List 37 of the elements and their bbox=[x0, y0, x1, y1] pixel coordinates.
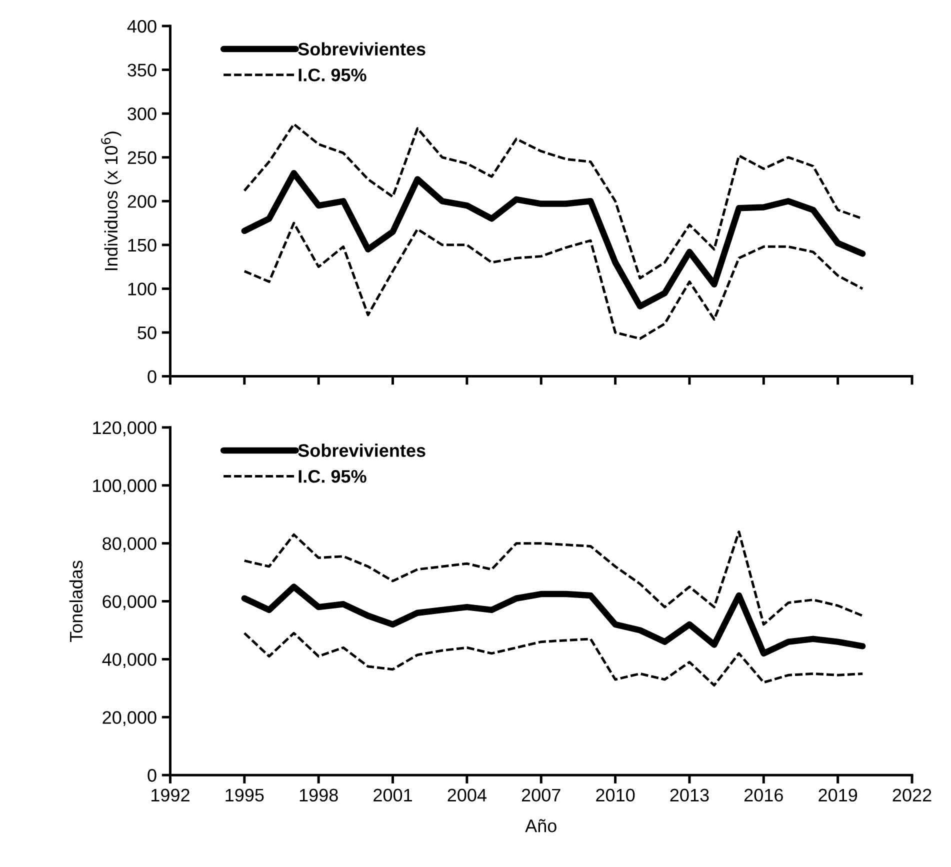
x-tick-label: 1995 bbox=[226, 788, 264, 802]
y-tick-label: 350 bbox=[128, 64, 156, 77]
x-tick-label: 2001 bbox=[374, 788, 412, 802]
legend-label: I.C. 95% bbox=[298, 470, 366, 483]
y-tick-label: 100 bbox=[128, 282, 156, 296]
y-tick-label: 50 bbox=[138, 326, 156, 340]
line-series bbox=[243, 530, 864, 626]
y-axis-title: Individuos (x 10$^{6}$) bbox=[101, 132, 122, 270]
y-tick-label: 0 bbox=[148, 370, 156, 383]
y-tick-label: 150 bbox=[128, 238, 156, 252]
x-tick-label: 2004 bbox=[448, 788, 486, 802]
legend-label: Sobrevivientes bbox=[298, 444, 426, 457]
y-tick-label: 0 bbox=[148, 769, 156, 782]
x-tick-label: 2022 bbox=[892, 788, 932, 802]
y-tick-label: 60,000 bbox=[102, 595, 156, 610]
y-tick-label: 80,000 bbox=[102, 537, 156, 552]
x-tick-label: 1998 bbox=[300, 788, 338, 802]
y-tick-label: 200 bbox=[128, 195, 156, 208]
y-tick-label: 120,000 bbox=[93, 421, 156, 436]
legend-label: Sobrevivientes bbox=[298, 42, 426, 56]
x-tick-label: 2010 bbox=[596, 788, 635, 802]
x-tick-label: 2019 bbox=[818, 788, 858, 802]
x-tick-label: 2013 bbox=[670, 788, 709, 802]
y-tick-label: 400 bbox=[127, 20, 156, 33]
y-axis-title: Toneladas bbox=[69, 560, 83, 642]
y-tick-label: 100,000 bbox=[93, 479, 156, 494]
x-tick-label: 2007 bbox=[522, 788, 560, 802]
line-series bbox=[243, 632, 864, 687]
y-tick-label: 40,000 bbox=[102, 653, 156, 668]
x-tick-label: 2016 bbox=[744, 788, 783, 802]
x-tick-label: 1992 bbox=[152, 788, 190, 802]
y-tick-label: 20,000 bbox=[102, 711, 156, 726]
y-tick-label: 250 bbox=[128, 151, 156, 164]
y-tick-label: 300 bbox=[128, 108, 156, 120]
legend-label: I.C. 95% bbox=[298, 68, 366, 82]
line-series bbox=[243, 222, 864, 340]
x-axis-title: Año bbox=[525, 819, 556, 832]
